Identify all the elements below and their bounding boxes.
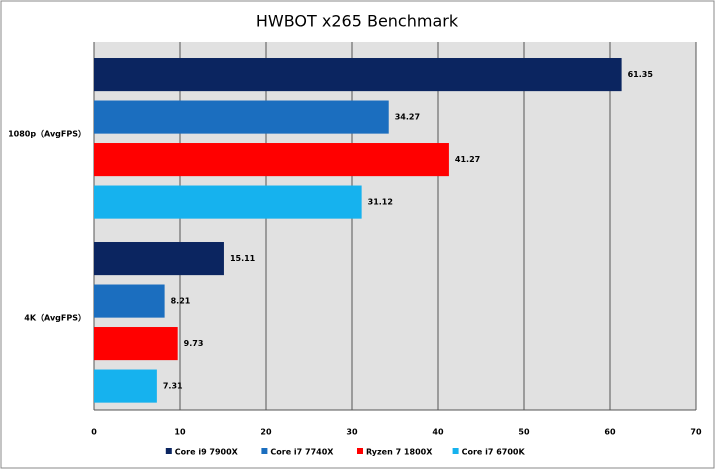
legend-swatch	[261, 448, 268, 454]
bar	[94, 369, 157, 403]
x-tick-label: 10	[174, 428, 186, 437]
chart-title: HWBOT x265 Benchmark	[256, 12, 459, 31]
x-tick-label: 60	[604, 428, 616, 437]
value-label: 61.35	[628, 70, 654, 79]
x-tick-label: 0	[91, 428, 97, 437]
bar	[94, 100, 389, 134]
x-tick-label: 50	[518, 428, 530, 437]
bar	[94, 284, 165, 318]
legend-label: Core i9 7900X	[175, 448, 239, 457]
legend-swatch	[357, 448, 363, 454]
legend-swatch	[165, 448, 172, 454]
value-label: 8.21	[171, 297, 191, 306]
value-label: 9.73	[184, 339, 204, 348]
value-label: 34.27	[395, 113, 420, 122]
plot-area	[94, 42, 696, 410]
bar	[94, 58, 622, 92]
y-tick-label: 1080p（AvgFPS）	[8, 129, 86, 139]
value-label: 7.31	[163, 382, 183, 391]
y-tick-label: 4K（AvgFPS）	[24, 313, 86, 323]
bar	[94, 327, 178, 361]
x-tick-label: 30	[346, 428, 358, 437]
legend-label: Ryzen 7 1800X	[366, 448, 433, 457]
x-tick-label: 20	[260, 428, 272, 437]
x-tick-label: 40	[432, 428, 444, 437]
bar	[94, 185, 362, 219]
value-label: 41.27	[455, 155, 480, 164]
legend-swatch	[452, 448, 459, 454]
legend-label: Core i7 7740X	[270, 448, 334, 457]
value-label: 31.12	[368, 198, 393, 207]
bar	[94, 143, 449, 177]
bar	[94, 242, 224, 276]
value-label: 15.11	[230, 254, 256, 263]
legend-label: Core i7 6700K	[462, 448, 526, 457]
x-tick-label: 70	[690, 428, 702, 437]
